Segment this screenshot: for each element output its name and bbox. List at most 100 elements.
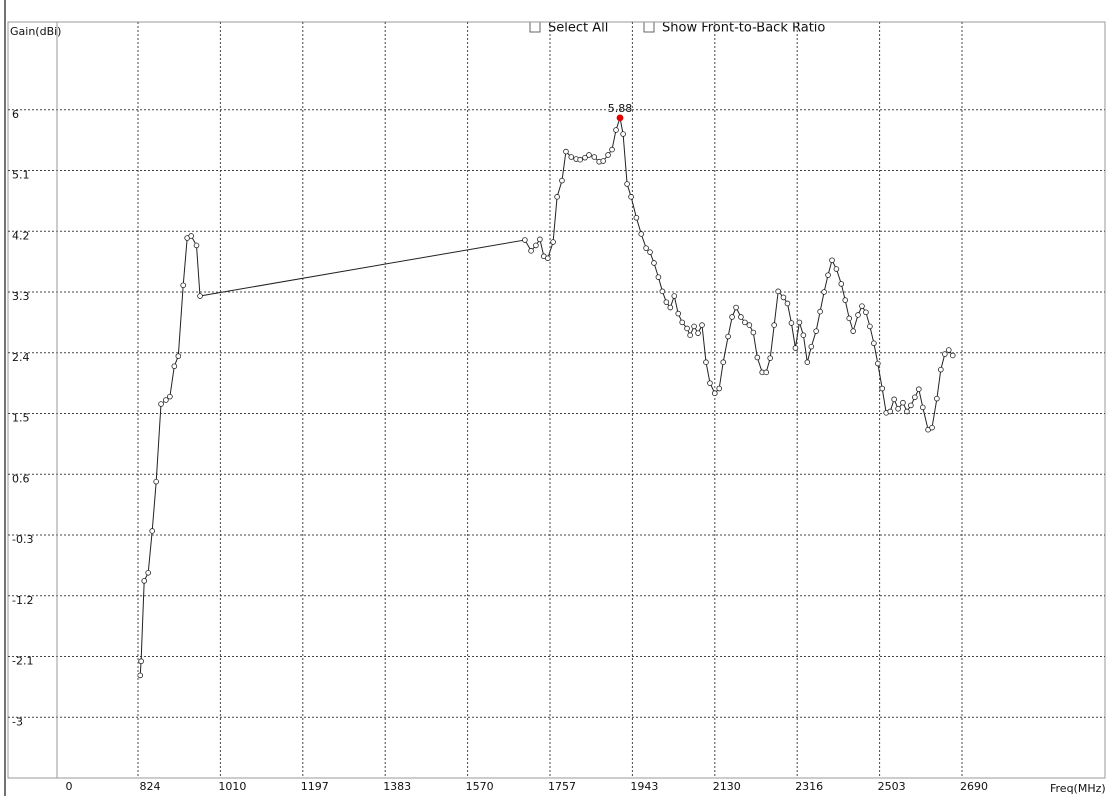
- data-marker: [659, 288, 666, 295]
- data-marker: [846, 315, 852, 322]
- peak-marker: [616, 114, 624, 122]
- data-marker: [829, 257, 835, 264]
- data-marker: [904, 408, 910, 415]
- data-marker: [663, 299, 670, 305]
- y-tick-label: -0.3: [12, 533, 33, 546]
- data-marker: [733, 304, 739, 311]
- data-marker: [643, 245, 649, 251]
- data-marker: [808, 343, 815, 350]
- data-marker: [600, 158, 606, 164]
- data-marker: [871, 340, 877, 347]
- checkbox[interactable]: [529, 21, 541, 33]
- data-marker: [817, 308, 823, 315]
- data-marker: [771, 322, 777, 328]
- data-marker: [586, 152, 592, 158]
- data-marker: [912, 394, 918, 401]
- data-marker: [838, 281, 845, 287]
- data-marker: [563, 148, 569, 155]
- data-marker: [544, 255, 551, 262]
- data-marker: [929, 424, 935, 431]
- data-marker: [633, 214, 640, 221]
- data-marker: [568, 154, 575, 160]
- x-tick-label: 824: [140, 780, 161, 793]
- data-marker: [742, 319, 748, 326]
- y-tick-label: 4.2: [12, 229, 30, 242]
- peak-annotation: 5.88: [608, 102, 633, 115]
- data-marker: [775, 288, 781, 295]
- data-marker: [804, 359, 811, 366]
- data-marker: [193, 242, 200, 249]
- data-marker: [788, 320, 795, 326]
- x-tick-label: 1197: [301, 780, 329, 793]
- data-marker: [825, 272, 831, 278]
- y-tick-label: 6: [12, 108, 19, 121]
- data-marker: [591, 154, 598, 160]
- data-marker: [900, 399, 906, 406]
- data-marker: [667, 304, 674, 311]
- data-marker: [895, 405, 901, 412]
- data-marker: [891, 396, 897, 403]
- data-marker: [679, 319, 685, 326]
- data-marker: [763, 369, 769, 376]
- data-marker: [145, 569, 151, 576]
- data-marker: [699, 322, 705, 328]
- data-marker: [620, 131, 626, 137]
- y-tick-label: 5.1: [12, 169, 30, 182]
- y-tick-label: 0.6: [12, 472, 30, 485]
- data-marker: [528, 248, 534, 254]
- y-tick-label: 1.5: [12, 412, 30, 425]
- data-marker: [796, 319, 803, 326]
- data-line: [139, 115, 954, 676]
- data-marker: [887, 408, 893, 415]
- data-marker: [624, 181, 630, 187]
- data-marker: [919, 404, 926, 411]
- data-marker: [821, 289, 827, 295]
- data-marker: [533, 242, 539, 249]
- data-marker: [671, 293, 678, 299]
- data-marker: [167, 393, 173, 400]
- checkbox-label[interactable]: Show Front-to-Back Ratio: [662, 21, 825, 36]
- data-marker: [138, 658, 144, 665]
- y-tick-label: -2.1: [12, 655, 33, 668]
- x-tick-label: 2503: [878, 780, 906, 793]
- data-marker: [638, 231, 645, 237]
- data-marker: [687, 332, 693, 339]
- data-marker: [149, 528, 155, 534]
- data-marker: [754, 354, 761, 361]
- data-marker: [163, 397, 169, 403]
- data-marker: [750, 329, 757, 336]
- data-marker: [707, 380, 713, 386]
- data-marker: [842, 297, 849, 303]
- x-tick-label: 1943: [630, 780, 658, 793]
- data-marker: [916, 386, 922, 393]
- data-marker: [675, 310, 682, 317]
- data-marker: [767, 355, 773, 361]
- data-marker: [800, 332, 807, 339]
- data-marker: [537, 236, 543, 243]
- y-tick-label: -1.2: [12, 594, 33, 607]
- data-marker: [647, 249, 653, 255]
- data-marker: [651, 260, 657, 266]
- data-marker: [879, 385, 886, 392]
- data-marker: [197, 293, 203, 299]
- data-marker: [859, 303, 865, 309]
- checkbox-label[interactable]: Select All: [548, 21, 608, 36]
- data-marker: [867, 323, 873, 330]
- data-marker: [655, 274, 662, 280]
- data-marker: [780, 294, 787, 301]
- y-tick-label: -3: [12, 715, 23, 728]
- data-marker: [554, 194, 560, 200]
- plot-frame: [7, 21, 1106, 779]
- data-marker: [137, 672, 144, 679]
- data-marker: [691, 323, 697, 330]
- data-marker: [784, 300, 791, 307]
- data-marker: [738, 314, 744, 320]
- data-marker: [746, 322, 753, 328]
- y-axis-label: Gain(dBi): [10, 25, 61, 38]
- data-marker: [716, 385, 723, 392]
- x-tick-label: 1383: [383, 780, 411, 793]
- checkbox[interactable]: [643, 21, 655, 33]
- data-marker: [613, 127, 619, 133]
